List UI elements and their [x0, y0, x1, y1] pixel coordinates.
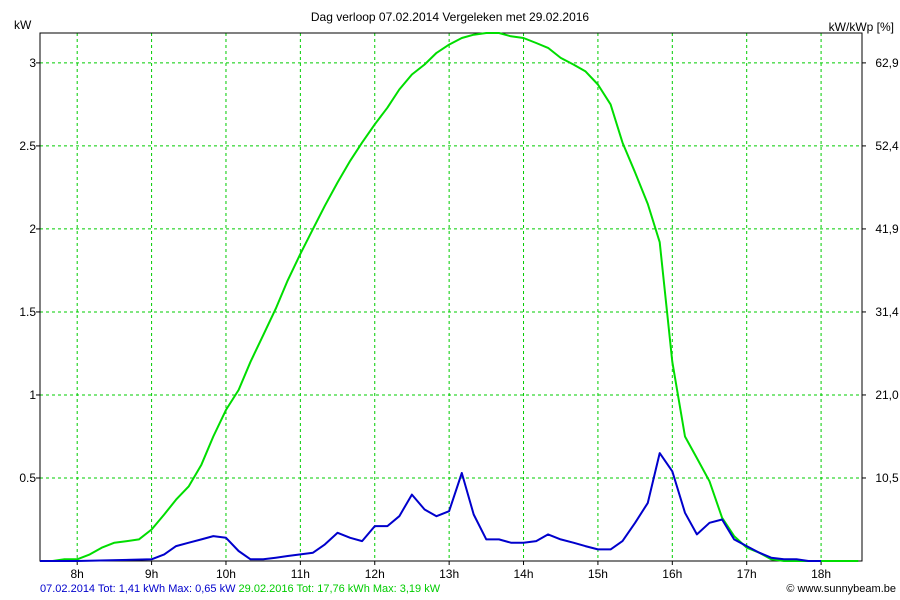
y-tick-label: 2.5: [19, 139, 36, 153]
series-line-1: [40, 452, 822, 562]
legend-series-1: 07.02.2014 Tot: 1,41 kWh Max: 0,65 kW: [40, 583, 236, 595]
x-tick-label: 12h: [365, 567, 385, 581]
y2-tick-label: 62,9: [875, 56, 899, 70]
y2-tick-label: 52,4: [875, 139, 899, 153]
x-tick-label: 17h: [737, 567, 757, 581]
legend-series-2: 29.02.2016 Tot: 17,76 kWh Max: 3,19 kW: [238, 583, 441, 595]
x-tick-label: 10h: [216, 567, 236, 581]
axis-ticks: 8h 9h 10h 11h 12h 13h 14h 15h 16h 17h 18h 0.5 1 1.5 2 2…: [19, 56, 899, 581]
y2-tick-label: 21,0: [875, 388, 899, 402]
legend-summary: 07.02.2014 Tot: 1,41 kWh Max: 0,65 kW 29…: [40, 583, 440, 595]
x-tick-label: 16h: [662, 567, 682, 581]
y2-tick-label: 41,9: [875, 222, 899, 236]
x-tick-label: 14h: [514, 567, 534, 581]
y2-tick-label: 10,5: [875, 471, 899, 485]
x-tick-label: 8h: [71, 567, 84, 581]
y2-axis-label: kW/kWp [%]: [828, 20, 894, 34]
y-tick-label: 1: [29, 388, 36, 402]
y2-tick-label: 31,4: [875, 305, 899, 319]
x-tick-label: 11h: [291, 567, 310, 581]
x-tick-label: 15h: [588, 567, 608, 581]
grid-lines: [40, 33, 862, 561]
series-line-2: [40, 32, 859, 562]
y-tick-label: 2: [29, 222, 36, 236]
series-lines: [40, 32, 859, 562]
x-tick-label: 9h: [145, 567, 158, 581]
y-axis-label: kW: [14, 18, 32, 32]
x-tick-label: 13h: [439, 567, 459, 581]
y-tick-label: 1.5: [19, 305, 36, 319]
chart-title: Dag verloop 07.02.2014 Vergeleken met 29…: [310, 10, 590, 24]
copyright-text: © www.sunnybeam.be: [786, 583, 896, 595]
y-tick-label: 0.5: [19, 471, 36, 485]
x-tick-label: 18h: [811, 567, 831, 581]
plot-frame: [39, 32, 863, 562]
y-tick-label: 3: [29, 56, 36, 70]
